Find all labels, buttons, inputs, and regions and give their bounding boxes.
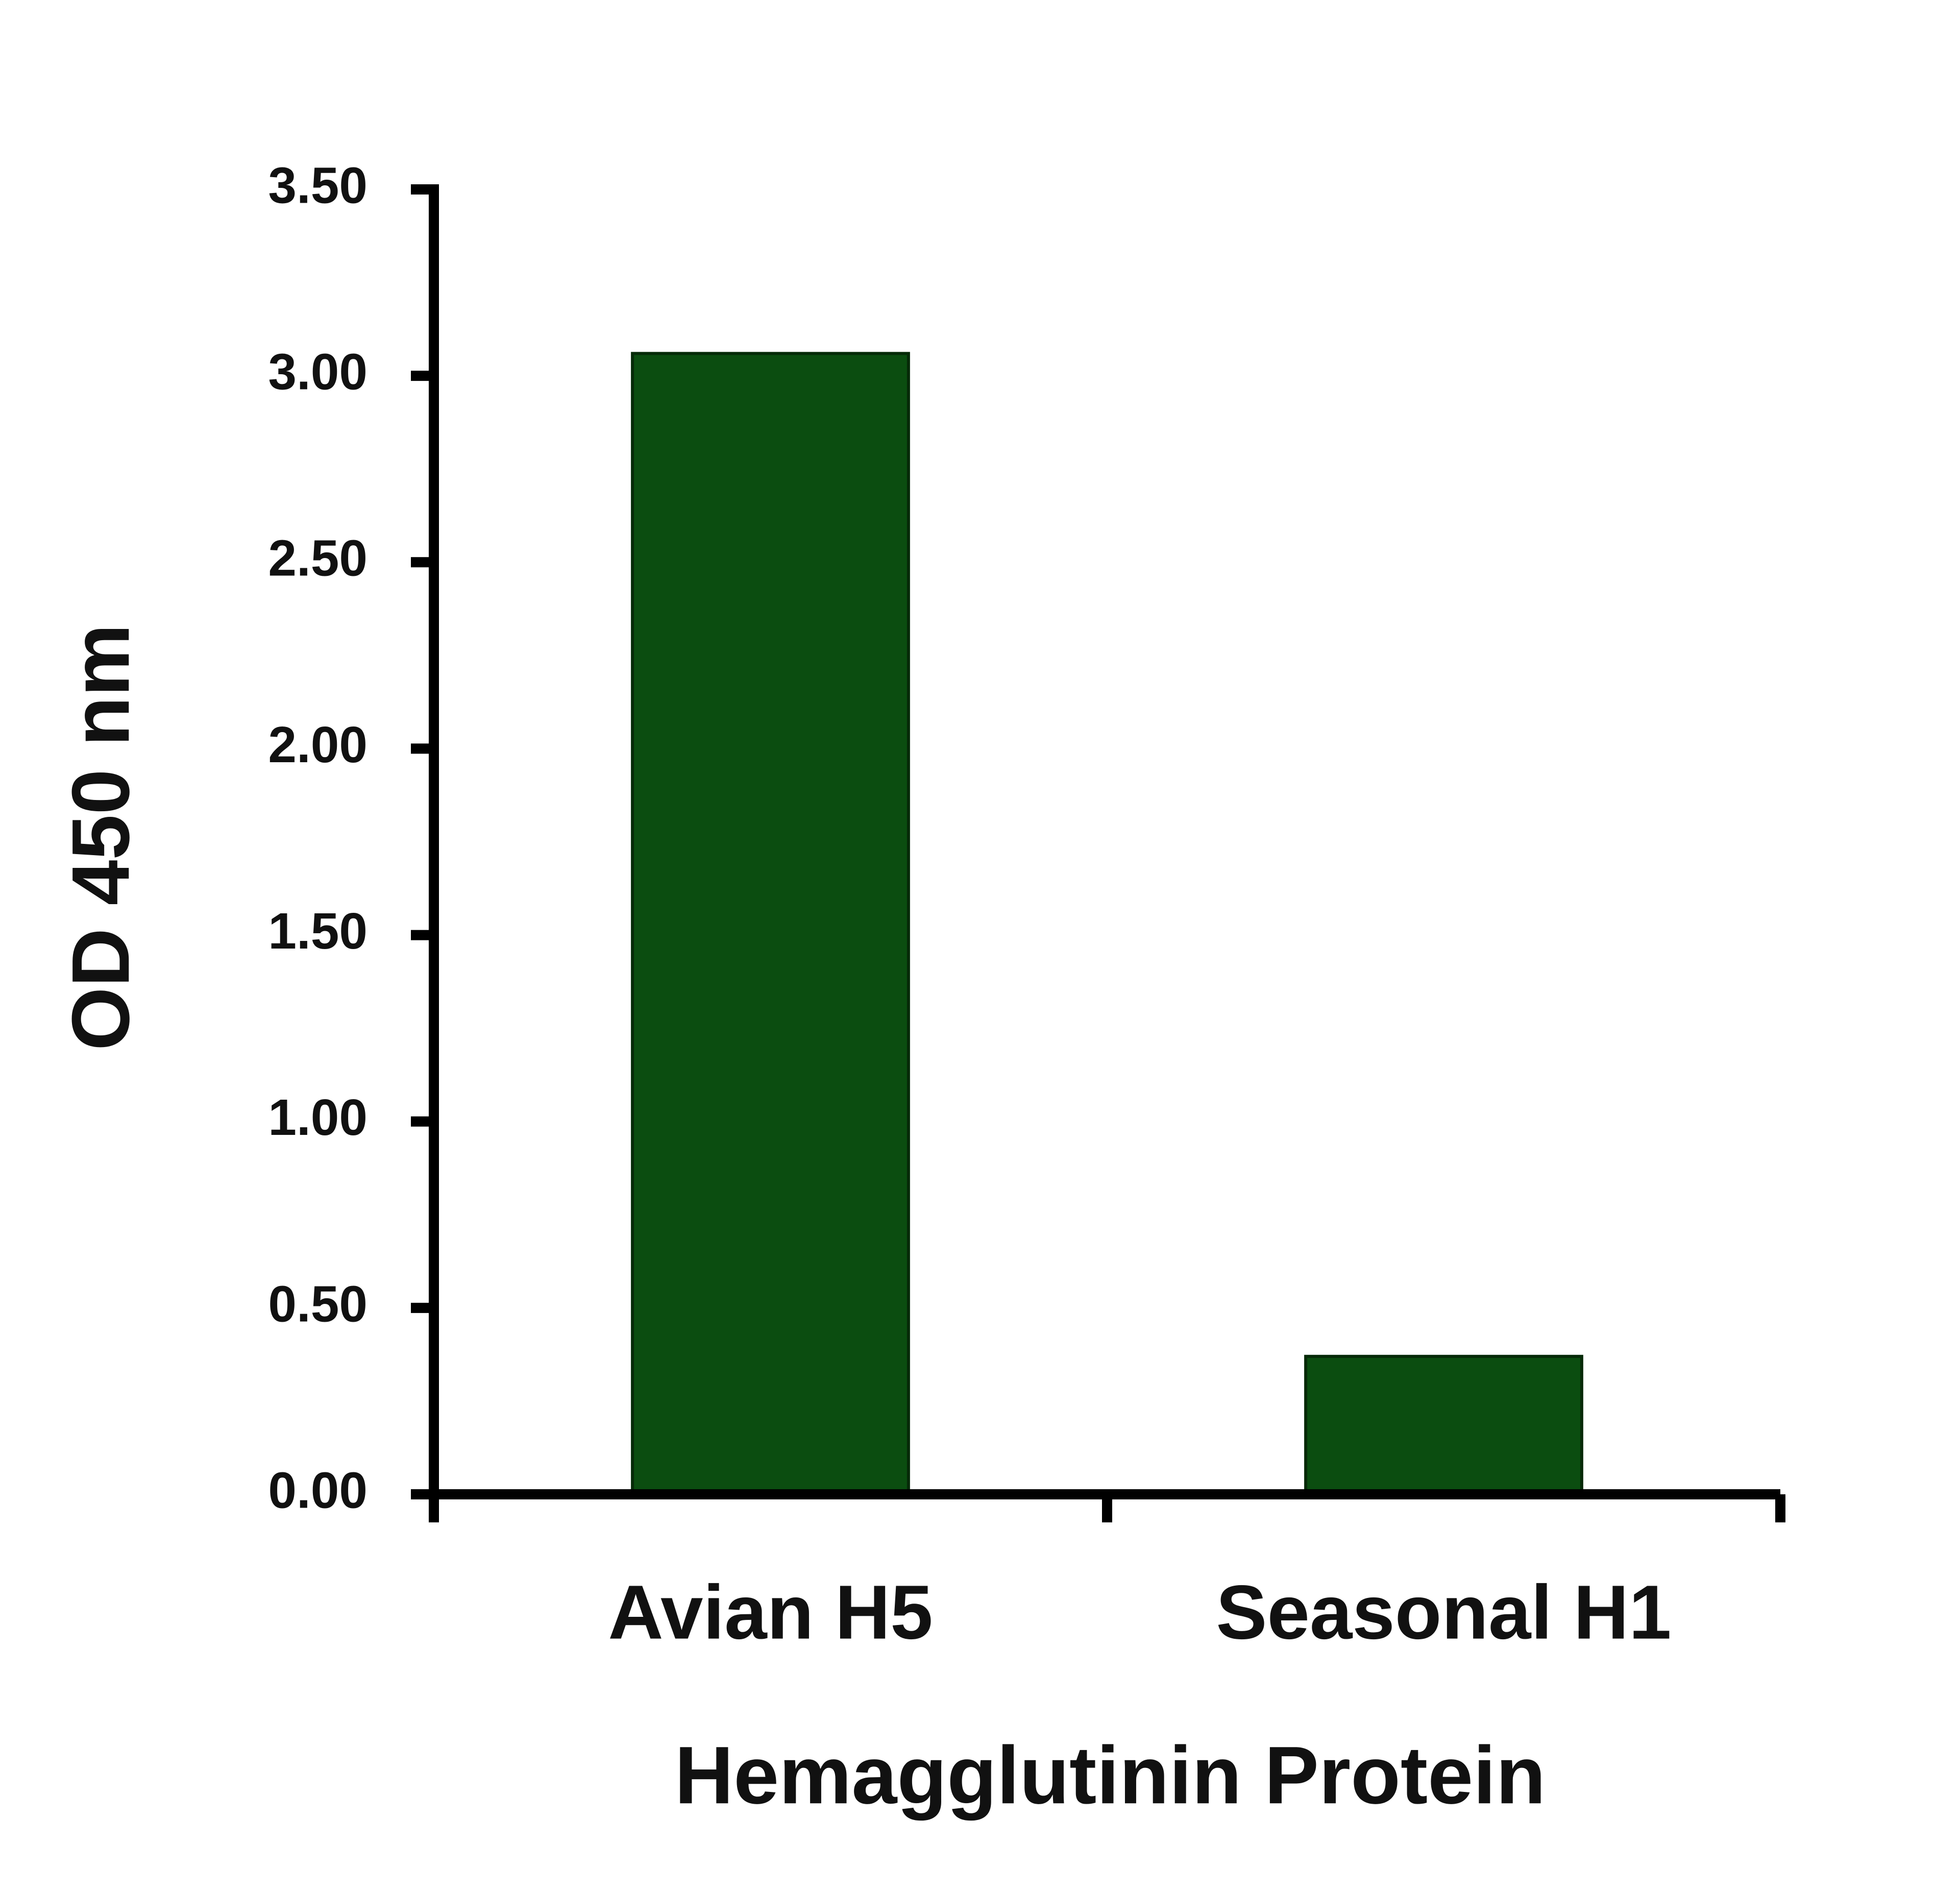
y-tick-label: 0.00: [268, 1462, 368, 1519]
y-tick-label: 2.50: [268, 530, 368, 587]
y-tick-label: 3.50: [268, 157, 368, 214]
x-tick-label: Avian H5: [608, 1569, 933, 1655]
y-tick-label: 1.50: [268, 903, 368, 960]
bar: [1304, 1354, 1583, 1496]
y-tick-label: 2.00: [268, 716, 368, 773]
x-tick-label: Seasonal H1: [1216, 1569, 1671, 1655]
y-tick-label: 0.50: [268, 1275, 368, 1332]
y-tick-label: 1.00: [268, 1089, 368, 1146]
bar: [631, 352, 910, 1496]
y-axis-title: OD 450 nm: [55, 624, 146, 1051]
x-axis-title: Hemagglutinin Protein: [675, 1729, 1546, 1821]
y-tick-label: 3.00: [268, 344, 368, 401]
